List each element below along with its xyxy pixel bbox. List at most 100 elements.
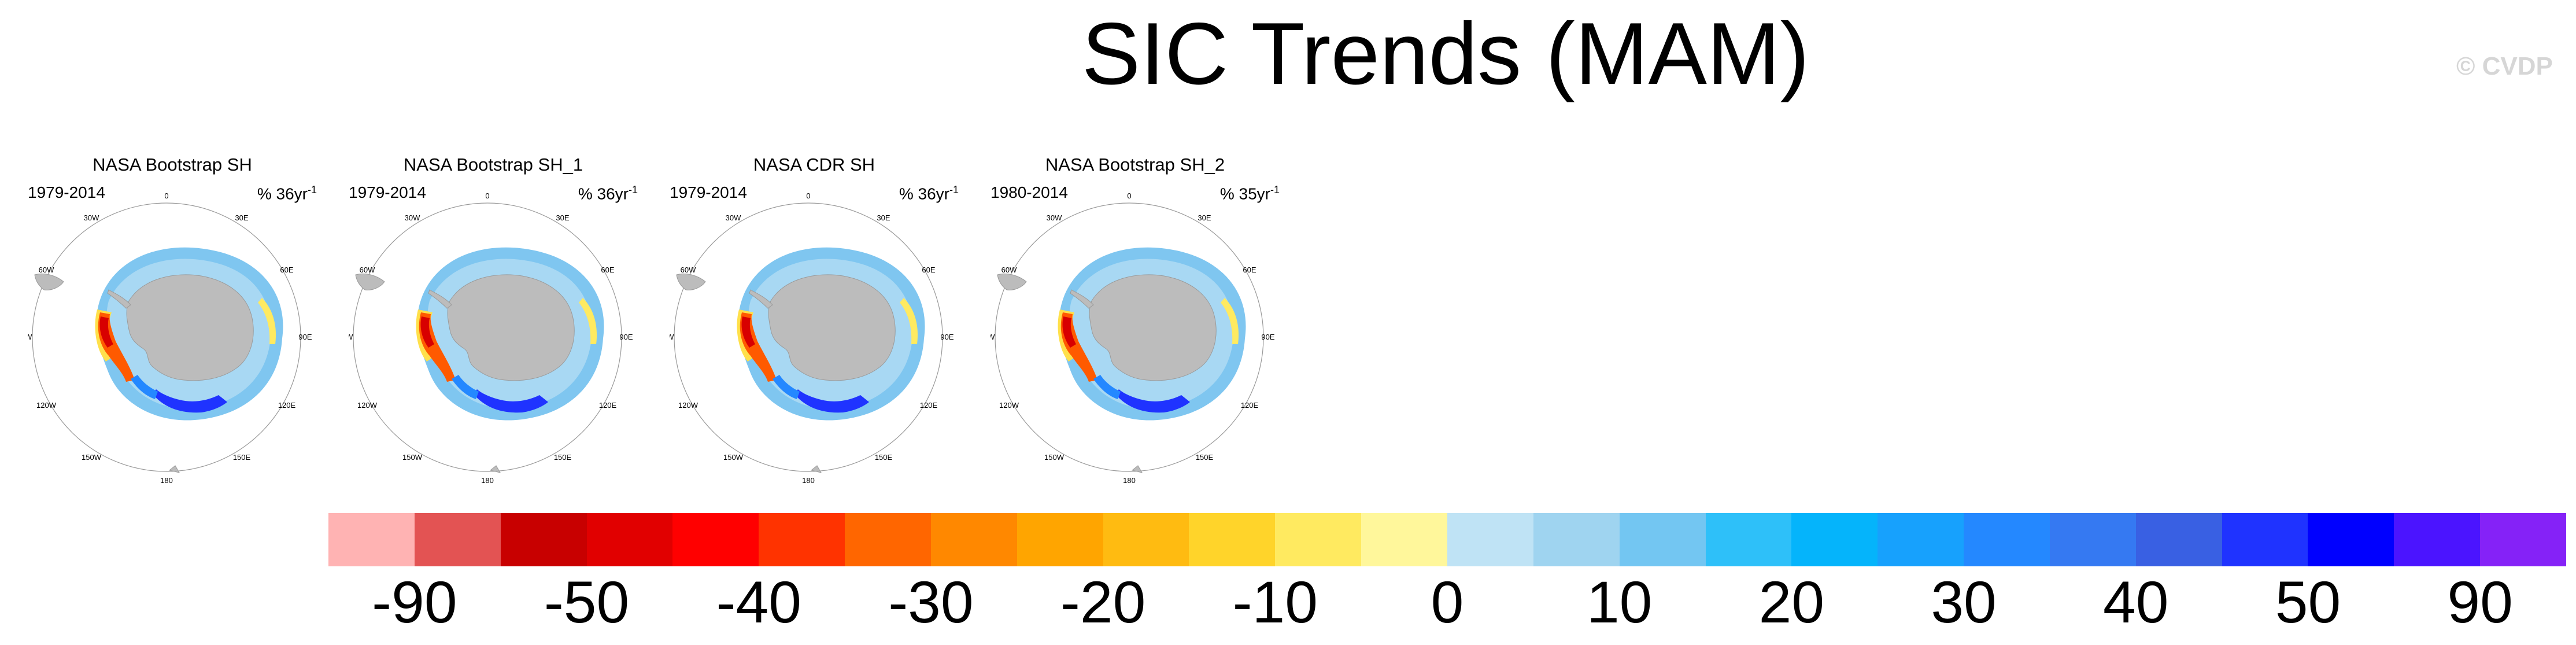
colorbar-box bbox=[1189, 513, 1276, 566]
panel-title: NASA Bootstrap SH_1 bbox=[403, 154, 583, 175]
colorbar-tick-label: -20 bbox=[1060, 569, 1146, 635]
page-title: SIC Trends (MAM) bbox=[1081, 5, 1810, 103]
polar-map: 0 30E 60E 90E 120E 150E 180 150W 120W 90W 60W 30W bbox=[670, 191, 954, 485]
colorbar-box bbox=[2222, 513, 2308, 566]
colorbar-tick-label: -50 bbox=[544, 569, 630, 635]
panel-years: 1979-2014 bbox=[28, 183, 105, 201]
longitude-label: 150E bbox=[875, 453, 893, 462]
longitude-label: 90W bbox=[670, 333, 674, 341]
longitude-label: 60E bbox=[280, 266, 293, 274]
longitude-label: 30W bbox=[1047, 213, 1062, 222]
longitude-label: 0 bbox=[806, 191, 810, 200]
longitude-label: 120W bbox=[999, 401, 1019, 410]
panel-units: % 36yr-1 bbox=[257, 184, 317, 203]
colorbar-box bbox=[845, 513, 932, 566]
longitude-label: 180 bbox=[160, 476, 173, 485]
colorbar-box bbox=[1017, 513, 1104, 566]
watermark: © CVDP bbox=[2456, 52, 2553, 80]
colorbar-box bbox=[1275, 513, 1362, 566]
panel-units: % 35yr-1 bbox=[1219, 184, 1280, 203]
longitude-label: 120W bbox=[678, 401, 698, 410]
longitude-label: 0 bbox=[164, 191, 168, 200]
colorbar-box bbox=[1447, 513, 1534, 566]
colorbar-box bbox=[1103, 513, 1189, 566]
longitude-label: 120E bbox=[278, 401, 296, 410]
colorbar-box bbox=[1361, 513, 1448, 566]
colorbar-tick-label: 10 bbox=[1586, 569, 1653, 635]
colorbar-box bbox=[1791, 513, 1878, 566]
panel-units: % 36yr-1 bbox=[899, 184, 959, 203]
longitude-label: 150W bbox=[402, 453, 423, 462]
colorbar-box bbox=[1705, 513, 1792, 566]
panel-units-exponent: -1 bbox=[307, 184, 317, 196]
longitude-label: 90W bbox=[991, 333, 995, 341]
longitude-label: 60E bbox=[922, 266, 935, 274]
longitude-label: 60E bbox=[1243, 266, 1256, 274]
colorbar-box bbox=[2049, 513, 2137, 566]
map-panel: 0 30E 60E 90E 120E 150E 180 150W 120W 90W 60W 30W NA… bbox=[991, 153, 1280, 495]
longitude-label: 90W bbox=[28, 333, 32, 341]
longitude-label: 30W bbox=[405, 213, 420, 222]
longitude-label: 60W bbox=[39, 266, 54, 274]
longitude-label: 180 bbox=[481, 476, 494, 485]
longitude-label: 60W bbox=[360, 266, 375, 274]
longitude-label: 60E bbox=[601, 266, 614, 274]
colorbar-box bbox=[2135, 513, 2223, 566]
colorbar-tick-label: 20 bbox=[1758, 569, 1825, 635]
colorbar-box bbox=[1878, 513, 1964, 566]
longitude-label: 30E bbox=[1198, 213, 1211, 222]
colorbar-box bbox=[930, 513, 1018, 566]
longitude-label: 30W bbox=[726, 213, 741, 222]
antarctica-landmass bbox=[126, 274, 254, 381]
longitude-label: 30E bbox=[877, 213, 890, 222]
colorbar-box bbox=[414, 513, 501, 566]
longitude-label: 120E bbox=[599, 401, 617, 410]
antarctica-landmass bbox=[447, 274, 575, 381]
longitude-label: 180 bbox=[802, 476, 815, 485]
colorbar-tick-label: 30 bbox=[1931, 569, 1997, 635]
colorbar-box bbox=[586, 513, 673, 566]
colorbar-box bbox=[672, 513, 759, 566]
colorbar-tick-label: 40 bbox=[2103, 569, 2169, 635]
panel-years: 1979-2014 bbox=[349, 183, 426, 201]
panel-units-exponent: -1 bbox=[628, 184, 638, 196]
colorbar-tick-label: -10 bbox=[1232, 569, 1318, 635]
longitude-label: 90E bbox=[1261, 333, 1274, 341]
antarctica-landmass bbox=[1089, 274, 1217, 381]
colorbar-box bbox=[2480, 513, 2567, 566]
panel-units-exponent: -1 bbox=[949, 184, 959, 196]
longitude-label: 120E bbox=[920, 401, 938, 410]
antarctica-landmass bbox=[768, 274, 896, 381]
polar-map: 0 30E 60E 90E 120E 150E 180 150W 120W 90W 60W 30W bbox=[28, 191, 312, 485]
longitude-label: 30W bbox=[84, 213, 99, 222]
longitude-label: 150E bbox=[1196, 453, 1214, 462]
map-panel: 0 30E 60E 90E 120E 150E 180 150W 120W 90W 60W 30W NA… bbox=[349, 153, 638, 495]
colorbar-box bbox=[1533, 513, 1620, 566]
longitude-label: 150W bbox=[82, 453, 102, 462]
longitude-label: 30E bbox=[235, 213, 248, 222]
colorbar-box bbox=[2394, 513, 2481, 566]
colorbar-tick-label: 0 bbox=[1431, 569, 1464, 635]
colorbar-tick-label: 90 bbox=[2447, 569, 2513, 635]
colorbar-tick-label: -90 bbox=[372, 569, 457, 635]
longitude-label: 60W bbox=[681, 266, 696, 274]
longitude-label: 150W bbox=[723, 453, 744, 462]
panel-units-exponent: -1 bbox=[1270, 184, 1280, 196]
longitude-label: 90W bbox=[349, 333, 353, 341]
longitude-label: 0 bbox=[1127, 191, 1131, 200]
longitude-label: 60W bbox=[1001, 266, 1017, 274]
longitude-label: 90E bbox=[298, 333, 312, 341]
panel-title: NASA Bootstrap SH_2 bbox=[1045, 154, 1225, 175]
longitude-label: 120E bbox=[1241, 401, 1259, 410]
longitude-label: 30E bbox=[556, 213, 569, 222]
colorbar bbox=[328, 513, 2567, 566]
panel-years: 1979-2014 bbox=[670, 183, 747, 201]
panel-years: 1980-2014 bbox=[991, 183, 1068, 201]
longitude-label: 150E bbox=[233, 453, 251, 462]
longitude-label: 120W bbox=[36, 401, 57, 410]
longitude-label: 180 bbox=[1123, 476, 1136, 485]
longitude-label: 150E bbox=[554, 453, 572, 462]
longitude-label: 90E bbox=[619, 333, 633, 341]
longitude-label: 150W bbox=[1044, 453, 1065, 462]
colorbar-box bbox=[2308, 513, 2394, 566]
